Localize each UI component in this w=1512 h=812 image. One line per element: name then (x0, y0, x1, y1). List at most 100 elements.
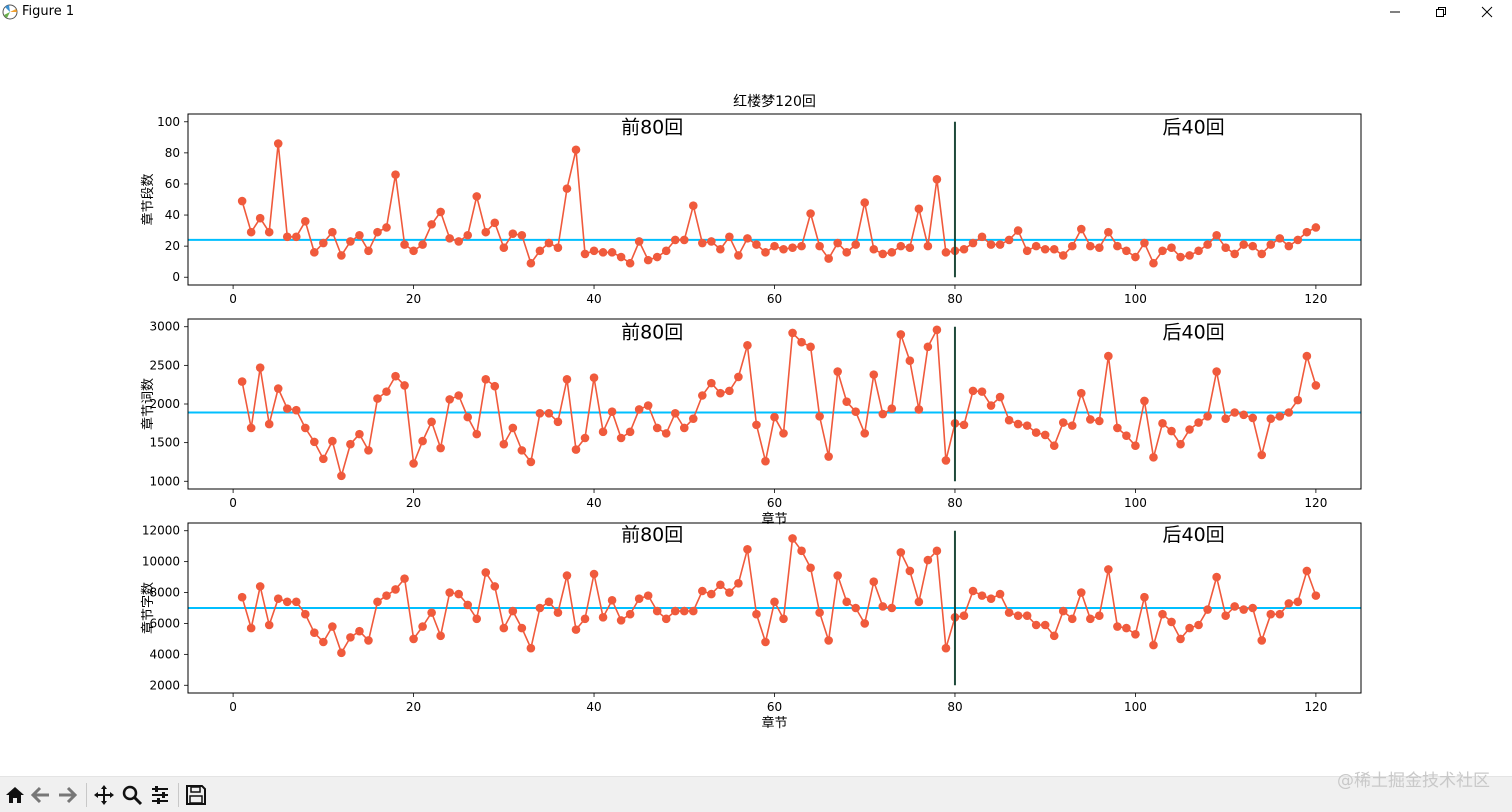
x-axis-label: 章节 (761, 715, 787, 731)
data-point (282, 232, 292, 242)
data-point (752, 240, 761, 249)
data-point (1266, 240, 1276, 249)
y-axis-label: 章节字数 (140, 582, 156, 634)
data-point (246, 227, 256, 237)
data-point (1230, 602, 1239, 611)
data-point (607, 407, 617, 417)
data-point (1185, 251, 1194, 260)
data-point (1275, 412, 1285, 421)
data-point (661, 429, 671, 438)
data-point (851, 240, 861, 249)
data-point (237, 377, 247, 386)
x-tick-label: 80 (947, 700, 962, 714)
data-point (1086, 614, 1095, 624)
data-point (1203, 240, 1212, 249)
data-point (346, 633, 355, 642)
data-point (679, 235, 689, 245)
data-point (490, 218, 500, 228)
chart-title: 红楼梦120回 (733, 94, 816, 110)
data-point (860, 429, 870, 438)
data-point (1058, 606, 1068, 616)
data-point (445, 588, 454, 597)
data-point (806, 342, 815, 352)
x-tick-label: 20 (406, 496, 421, 510)
close-button[interactable] (1464, 0, 1510, 24)
data-point (941, 456, 951, 465)
data-point (472, 192, 482, 201)
data-point (328, 227, 337, 237)
configure-subplots-icon (152, 786, 168, 804)
data-point (616, 616, 626, 625)
data-point (905, 243, 915, 252)
data-point (580, 614, 590, 624)
data-point (670, 408, 680, 418)
data-point (490, 582, 500, 591)
data-point (1239, 605, 1248, 614)
data-point (652, 252, 662, 262)
configure-subplots-button[interactable] (148, 783, 172, 807)
annotation-label: 前80回 (621, 117, 683, 139)
data-point (1140, 238, 1149, 248)
back-button[interactable] (29, 783, 53, 807)
data-point (1049, 631, 1059, 641)
data-point (1311, 223, 1321, 232)
data-point (264, 419, 274, 429)
save-button[interactable] (184, 783, 208, 807)
data-point (1122, 246, 1131, 256)
data-point (445, 395, 454, 404)
data-point (661, 246, 671, 256)
data-point (1022, 421, 1032, 430)
data-point (995, 240, 1005, 249)
x-tick-label: 60 (767, 496, 782, 510)
data-point (391, 585, 400, 594)
data-point (237, 592, 247, 602)
data-point (319, 637, 328, 647)
home-button[interactable] (3, 783, 27, 807)
y-tick-label: 2000 (149, 678, 180, 692)
y-tick-label: 3000 (149, 320, 180, 334)
data-point (1293, 235, 1303, 245)
data-point (725, 386, 734, 396)
y-tick-label: 100 (157, 115, 180, 129)
data-point (291, 405, 301, 415)
data-point (815, 241, 824, 251)
data-point (1104, 351, 1113, 361)
data-point (707, 237, 716, 246)
data-point (851, 407, 861, 417)
data-point (797, 337, 806, 347)
data-point (887, 603, 897, 613)
x-tick-label: 100 (1124, 496, 1147, 510)
data-point (310, 248, 319, 257)
pan-button[interactable] (92, 783, 116, 807)
data-point (616, 433, 626, 443)
data-point (1248, 413, 1258, 423)
data-point (328, 622, 337, 631)
data-point (1131, 629, 1140, 639)
data-point (959, 420, 969, 430)
data-point (580, 433, 590, 443)
data-point (761, 456, 770, 466)
data-point (598, 427, 608, 437)
data-point (544, 408, 554, 418)
data-point (1275, 234, 1285, 243)
data-point (932, 546, 942, 556)
data-point (1149, 453, 1158, 462)
forward-icon (59, 786, 78, 804)
data-point (1257, 450, 1267, 460)
minimize-button[interactable] (1372, 0, 1418, 24)
data-point (337, 648, 346, 658)
data-point (977, 232, 987, 242)
data-point (932, 325, 942, 335)
data-point (337, 251, 346, 260)
data-point (652, 606, 662, 616)
zoom-button[interactable] (120, 783, 144, 807)
data-point (310, 437, 319, 447)
data-point (499, 243, 509, 252)
data-point (824, 254, 833, 263)
data-point (743, 544, 752, 554)
restore-button[interactable] (1418, 0, 1464, 24)
data-point (255, 363, 265, 372)
data-point (481, 227, 491, 237)
forward-button[interactable] (55, 783, 79, 807)
